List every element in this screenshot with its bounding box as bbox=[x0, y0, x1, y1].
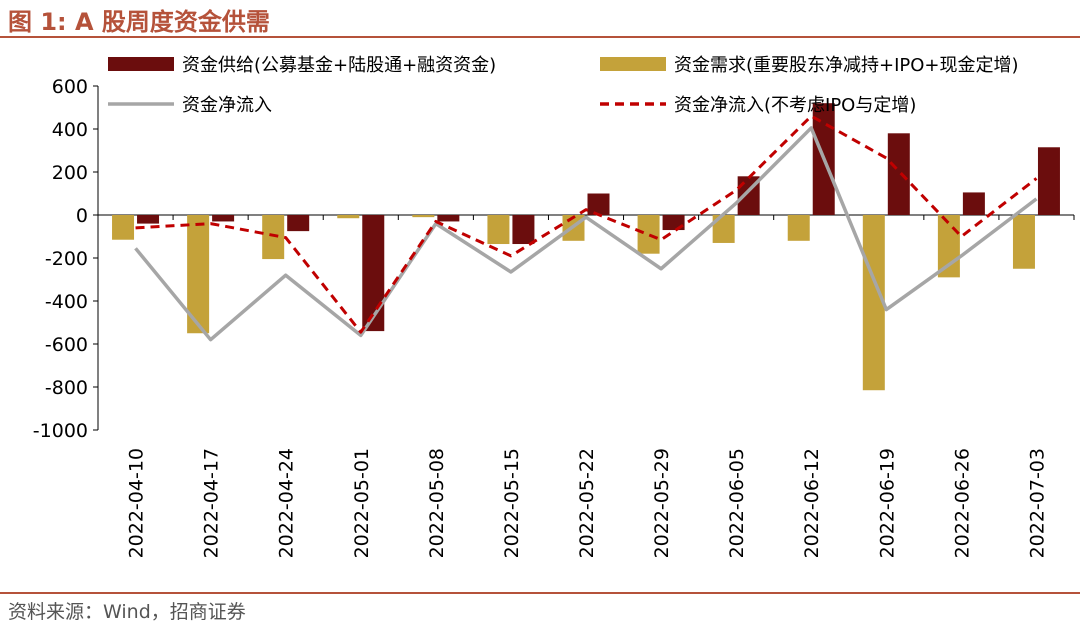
demand-bar bbox=[1012, 215, 1035, 269]
supply-bar bbox=[962, 192, 985, 215]
y-tick-label: -200 bbox=[45, 248, 88, 270]
y-tick-label: -800 bbox=[45, 377, 88, 399]
x-tick-label: 2022-05-15 bbox=[501, 448, 523, 558]
supply-bar bbox=[587, 193, 610, 215]
legend-demand: 资金需求(重要股东净减持+IPO+现金定增) bbox=[600, 55, 1019, 76]
x-tick-label: 2022-04-17 bbox=[201, 448, 223, 558]
axes-layer: 600 400 200 0 -200 -400 -600 -800 -1000 2022-04-1… bbox=[33, 76, 1075, 558]
footer-divider bbox=[0, 592, 1080, 594]
y-tick-label: -600 bbox=[45, 334, 88, 356]
legend-net: 资金净流入 bbox=[108, 95, 272, 116]
demand-bar bbox=[112, 215, 135, 240]
demand-bar bbox=[187, 215, 210, 334]
y-tick-label: -1000 bbox=[33, 420, 88, 442]
supply-bar bbox=[287, 215, 310, 232]
title-divider bbox=[0, 36, 1080, 38]
x-tick-label: 2022-05-29 bbox=[651, 448, 673, 558]
x-tick-label: 2022-04-24 bbox=[276, 448, 298, 558]
y-tick-label: 400 bbox=[52, 119, 88, 141]
x-tick-label: 2022-05-22 bbox=[576, 448, 598, 558]
demand-bar bbox=[262, 215, 285, 260]
demand-bar bbox=[637, 215, 660, 254]
legend-demand-swatch bbox=[600, 57, 666, 71]
figure-title: 图 1: A 股周度资金供需 bbox=[8, 8, 270, 36]
y-tick-label: -400 bbox=[45, 291, 88, 313]
supply-bar bbox=[512, 215, 535, 245]
legend-net-label: 资金净流入 bbox=[182, 95, 272, 116]
net-inflow-line bbox=[134, 126, 1038, 342]
x-tick-label: 2022-06-05 bbox=[726, 448, 748, 558]
y-tick-label: 600 bbox=[52, 76, 88, 98]
net-inflow-ex-ipo-line bbox=[135, 114, 1038, 334]
weekly-fund-flow-chart: 600 400 200 0 -200 -400 -600 -800 -1000 2022-04-1… bbox=[33, 55, 1075, 558]
legend-demand-label: 资金需求(重要股东净减持+IPO+现金定增) bbox=[674, 55, 1019, 76]
lines-layer bbox=[134, 114, 1038, 342]
supply-bar bbox=[437, 215, 460, 222]
supply-bar bbox=[212, 215, 235, 222]
x-tick-label: 2022-06-26 bbox=[951, 448, 973, 558]
demand-bar bbox=[712, 215, 735, 243]
bars-layer bbox=[112, 103, 1060, 391]
x-tick-label: 2022-07-03 bbox=[1026, 448, 1048, 558]
supply-bar bbox=[362, 215, 385, 332]
legend-supply: 资金供给(公募基金+陆股通+融资资金) bbox=[108, 55, 496, 76]
supply-bar bbox=[1037, 147, 1060, 215]
source-note: 资料来源：Wind，招商证券 bbox=[8, 601, 246, 623]
x-tick-label: 2022-06-19 bbox=[876, 448, 898, 558]
demand-bar bbox=[412, 215, 435, 218]
demand-bar bbox=[787, 215, 810, 241]
demand-bar bbox=[337, 215, 360, 219]
y-tick-label: 0 bbox=[76, 205, 88, 227]
legend-net-ex-label: 资金净流入(不考虑IPO与定增) bbox=[674, 95, 916, 116]
x-tick-label: 2022-05-01 bbox=[351, 448, 373, 558]
demand-bar bbox=[487, 215, 510, 245]
demand-bar bbox=[862, 215, 885, 391]
legend-net-ex: 资金净流入(不考虑IPO与定增) bbox=[600, 95, 916, 116]
x-tick-label: 2022-05-08 bbox=[426, 448, 448, 558]
legend: 资金供给(公募基金+陆股通+融资资金) 资金需求(重要股东净减持+IPO+现金定增… bbox=[108, 55, 1019, 116]
supply-bar bbox=[887, 133, 910, 215]
legend-supply-swatch bbox=[108, 57, 174, 71]
x-tick-label: 2022-06-12 bbox=[801, 448, 823, 558]
demand-bar bbox=[937, 215, 960, 278]
y-tick-label: 200 bbox=[52, 162, 88, 184]
x-tick-label: 2022-04-10 bbox=[126, 448, 148, 558]
legend-supply-label: 资金供给(公募基金+陆股通+融资资金) bbox=[182, 55, 496, 76]
supply-bar bbox=[137, 215, 160, 224]
